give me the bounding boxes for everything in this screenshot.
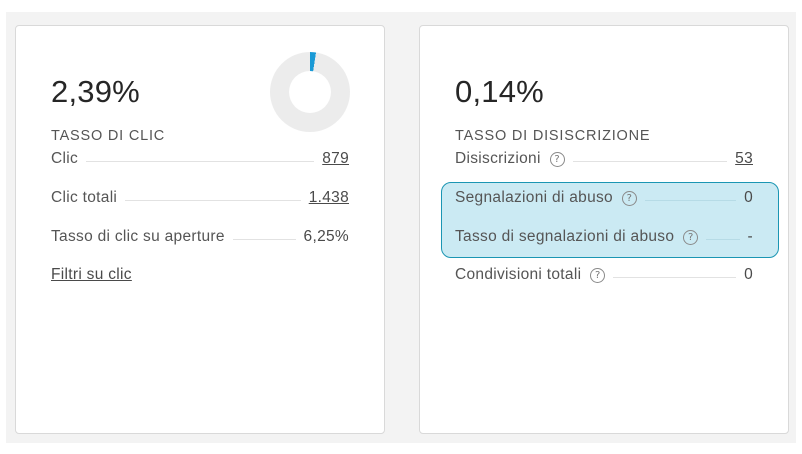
dotted-leader — [125, 199, 301, 201]
row-clicks-label: Clic — [51, 150, 79, 167]
dotted-leader — [572, 160, 728, 162]
row-total-shares-label: Condivisioni totali — [455, 266, 582, 283]
click-rate-card: 2,39% TASSO DI CLIC Clic 879 Clic totali… — [15, 25, 385, 434]
click-rate-donut-chart — [270, 52, 350, 132]
row-unsubscribes: Disiscrizioni ? 53 — [455, 150, 753, 168]
click-filters-link[interactable]: Filtri su clic — [51, 266, 132, 283]
unsubscribe-rate-value: 0,14% — [455, 74, 544, 109]
abuse-report-rate-value: - — [747, 228, 753, 245]
help-icon[interactable]: ? — [621, 190, 637, 206]
row-abuse-reports-label: Segnalazioni di abuso — [455, 189, 613, 206]
total-clicks-link[interactable]: 1.438 — [308, 189, 349, 206]
row-total-shares: Condivisioni totali ? 0 — [455, 266, 753, 284]
dotted-leader — [706, 238, 740, 240]
row-click-to-open-rate: Tasso di clic su aperture 6,25% — [51, 228, 349, 246]
unsubscribe-rate-card: 0,14% TASSO DI DISISCRIZIONE Disiscrizio… — [419, 25, 789, 434]
row-total-clicks: Clic totali 1.438 — [51, 189, 349, 207]
dotted-leader — [644, 199, 737, 201]
click-rate-value: 2,39% — [51, 74, 140, 109]
unsubscribe-rate-label: TASSO DI DISISCRIZIONE — [455, 128, 651, 144]
row-unsubscribes-label: Disiscrizioni — [455, 150, 541, 167]
clicks-link[interactable]: 879 — [322, 150, 349, 167]
row-click-to-open-rate-label: Tasso di clic su aperture — [51, 228, 225, 245]
help-icon[interactable]: ? — [683, 229, 699, 245]
dotted-leader — [232, 238, 296, 240]
help-icon[interactable]: ? — [590, 267, 606, 283]
row-clicks: Clic 879 — [51, 150, 349, 168]
row-abuse-report-rate-label: Tasso di segnalazioni di abuso — [455, 228, 675, 245]
unsubscribes-link[interactable]: 53 — [735, 150, 753, 167]
row-abuse-report-rate: Tasso di segnalazioni di abuso ? - — [455, 228, 753, 246]
total-shares-value: 0 — [744, 266, 753, 283]
dotted-leader — [613, 276, 737, 278]
row-total-clicks-label: Clic totali — [51, 189, 118, 206]
click-to-open-rate-value: 6,25% — [303, 228, 349, 245]
help-icon[interactable]: ? — [549, 151, 565, 167]
row-abuse-reports: Segnalazioni di abuso ? 0 — [455, 189, 753, 207]
dotted-leader — [86, 160, 315, 162]
abuse-reports-highlight — [441, 182, 779, 258]
abuse-reports-value: 0 — [744, 189, 753, 206]
click-rate-label: TASSO DI CLIC — [51, 128, 166, 144]
